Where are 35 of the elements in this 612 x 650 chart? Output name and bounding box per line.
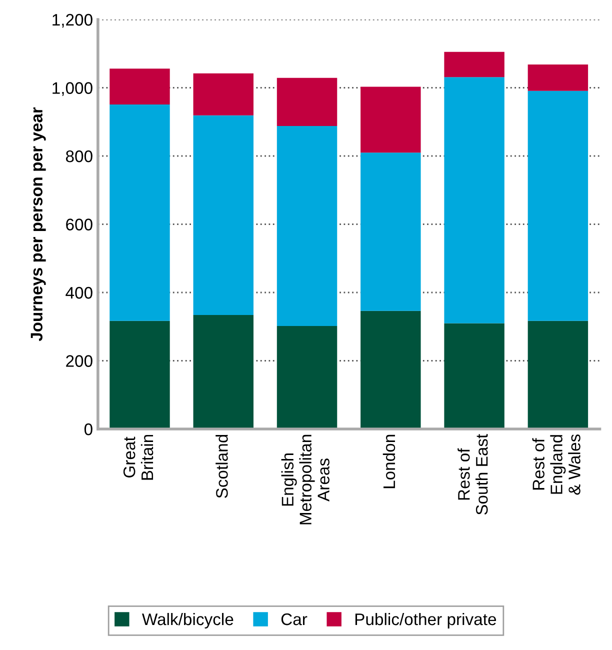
x-tick-label: London (382, 434, 396, 488)
x-tick-label: Great Britain (123, 434, 154, 480)
bar (193, 73, 254, 116)
bar (276, 126, 338, 326)
legend-label: Public/other private (355, 612, 496, 628)
y-axis-title: Journeys per person per year (30, 107, 46, 342)
bar (110, 68, 170, 104)
bar (360, 310, 421, 429)
bar (193, 115, 254, 316)
bar (276, 326, 338, 429)
y-tick-label: 200 (66, 355, 92, 367)
bar (360, 152, 421, 311)
y-tick-label: 800 (66, 150, 92, 162)
x-tick-label: Scotland (216, 434, 228, 498)
y-tick-label: 1,000 (52, 82, 92, 96)
y-tick-label: 0 (84, 423, 92, 436)
bar (528, 320, 588, 429)
x-tick-label: Rest of South East (458, 434, 488, 515)
bar (444, 77, 504, 324)
bar (444, 52, 504, 78)
x-tick-label: English Metropolitan Areas (281, 434, 330, 524)
bar (110, 320, 170, 429)
y-tick-label: 600 (66, 218, 92, 230)
y-tick-label: 400 (66, 286, 92, 299)
bar (110, 104, 170, 321)
bar (193, 315, 254, 429)
x-tick-label: Rest of England & Wales (532, 434, 580, 495)
legend-label: Car (281, 613, 308, 626)
bar (276, 78, 338, 126)
y-tick-label: 1,200 (52, 14, 92, 28)
bar (528, 64, 588, 91)
bar (360, 86, 421, 153)
bar (444, 323, 504, 429)
bar (528, 90, 588, 321)
legend-label: Walk/bicycle (142, 612, 234, 628)
